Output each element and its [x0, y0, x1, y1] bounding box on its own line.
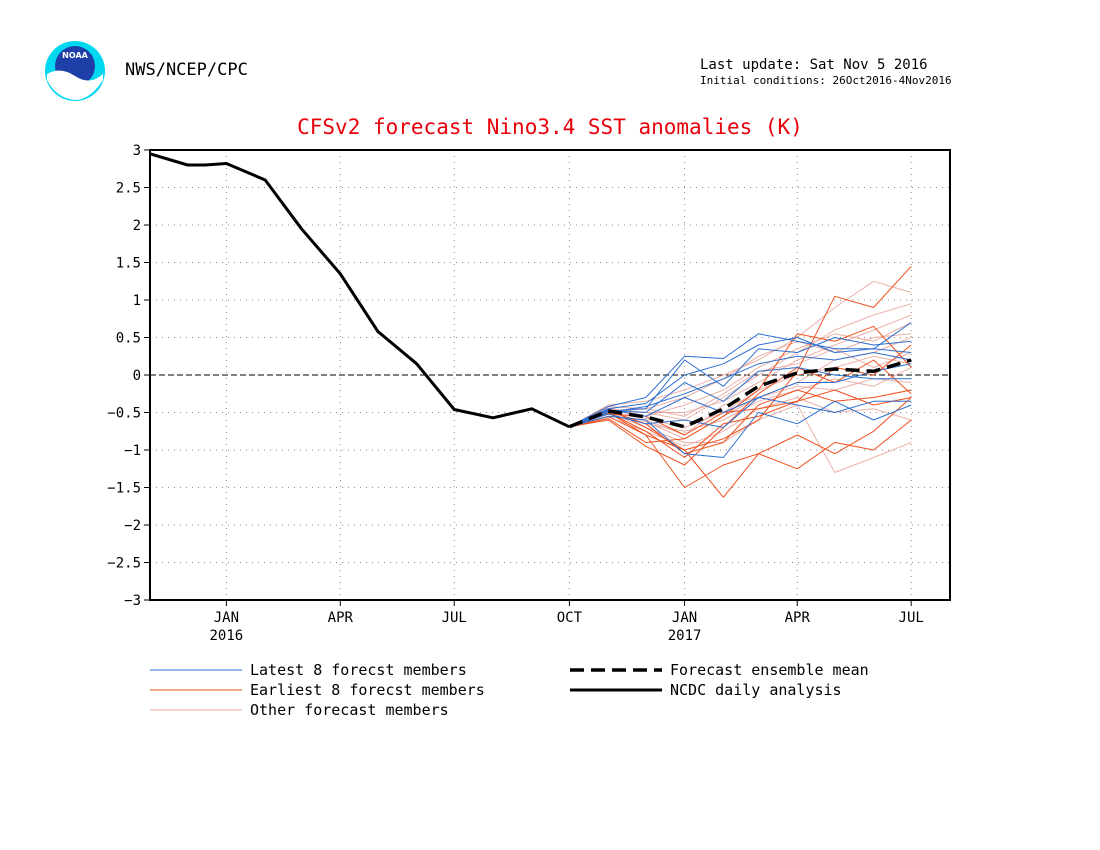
ensemble-mean-line [568, 358, 912, 429]
earliest-member-line [569, 412, 912, 498]
other-member-line [569, 404, 912, 473]
y-tick-label: −2.5 [107, 556, 141, 572]
x-tick-year-label: 2017 [668, 628, 702, 644]
y-tick-label: −1.5 [107, 481, 141, 497]
x-tick-label: APR [785, 610, 811, 626]
x-tick-label: APR [328, 610, 354, 626]
latest-member-line [569, 352, 912, 428]
x-tick-label: JUL [899, 610, 924, 626]
series-lines [149, 152, 912, 498]
latest-member-line [569, 322, 912, 428]
y-tick-label: −0.5 [107, 406, 141, 422]
earliest-member-line [569, 325, 912, 443]
y-tick-label: 0 [133, 368, 141, 384]
grid-lines [150, 150, 950, 600]
axis-labels: 3 2.5 2 1.5 1 0.5 0 −0.5 −1 −1.5 −2 −2.5 −3 JAN 2016 AP… [107, 143, 924, 644]
latest-member-line [569, 400, 912, 458]
last-update-text: Last update: Sat Nov 5 2016 [700, 57, 928, 73]
noaa-logo: NOAA [45, 41, 105, 101]
y-tick-label: −2 [124, 518, 141, 534]
initial-conditions-text: Initial conditions: 26Oct2016-4Nov2016 [700, 74, 952, 87]
latest-member-line [569, 367, 912, 428]
analysis-line [149, 152, 571, 429]
noaa-logo-text: NOAA [62, 51, 88, 60]
other-member-line [569, 303, 912, 428]
legend-label: Latest 8 forecst members [250, 661, 467, 679]
latest-member-line [569, 337, 912, 428]
x-tick-label: JAN [672, 610, 697, 626]
y-tick-label: 3 [133, 143, 141, 159]
chart-title: CFSv2 forecast Nino3.4 SST anomalies (K) [297, 115, 803, 139]
x-tick-year-label: 2016 [210, 628, 244, 644]
earliest-member-line [569, 397, 912, 488]
earliest-member-line [569, 389, 912, 455]
latest-member-line [569, 397, 912, 428]
y-tick-label: 0.5 [116, 331, 141, 347]
y-tick-label: −3 [124, 593, 141, 609]
y-tick-label: 2 [133, 218, 141, 234]
y-tick-label: 1 [133, 293, 141, 309]
legend-label: Other forecast members [250, 701, 449, 719]
agency-label: NWS/NCEP/CPC [125, 60, 248, 80]
x-tick-label: JUL [442, 610, 467, 626]
y-tick-label: 2.5 [116, 181, 141, 197]
legend-label: NCDC daily analysis [670, 681, 842, 699]
y-tick-label: −1 [124, 443, 141, 459]
y-tick-label: 1.5 [116, 256, 141, 272]
legend-label: Earliest 8 forecst members [250, 681, 485, 699]
legend-label: Forecast ensemble mean [670, 661, 869, 679]
legend: Latest 8 forecst members Earliest 8 forec… [150, 661, 869, 719]
x-tick-label: OCT [557, 610, 583, 626]
x-tick-label: JAN [214, 610, 239, 626]
